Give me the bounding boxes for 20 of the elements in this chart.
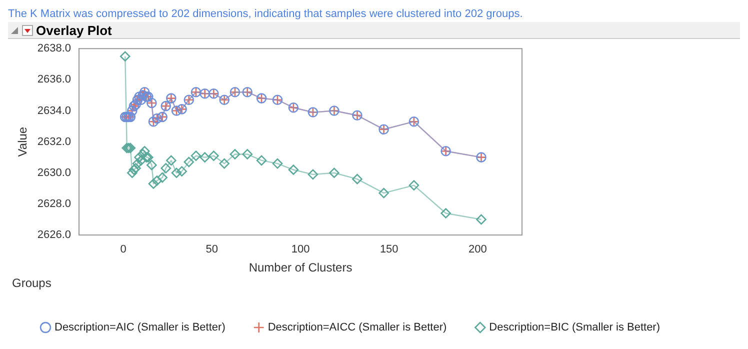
y-tick-label: 2632.0 xyxy=(37,136,72,148)
y-tick-label: 2636.0 xyxy=(37,74,72,86)
x-tick-label: 0 xyxy=(120,244,126,256)
y-axis-title: Value xyxy=(16,126,30,157)
text: The K Matrix was compressed to 202 dimensions, indicating that samples were clustered into 202 groups. xyxy=(8,8,524,21)
y-tick-label: 2628.0 xyxy=(37,198,72,210)
x-axis-title: Number of Clusters xyxy=(248,260,352,275)
chart-title: Overlay Plot xyxy=(36,22,112,38)
legend-label: Description=AICC (Smaller is Better) xyxy=(268,322,447,334)
x-tick-label: 150 xyxy=(380,244,398,256)
legend-label: Description=BIC (Smaller is Better) xyxy=(489,322,660,334)
legend-label: Description=AIC (Smaller is Better) xyxy=(54,322,226,334)
legend-title: Groups xyxy=(12,276,52,290)
y-tick-label: 2626.0 xyxy=(37,229,72,242)
x-tick-label: 50 xyxy=(206,244,218,256)
y-tick-label: 2634.0 xyxy=(37,104,72,117)
x-tick-label: 100 xyxy=(291,244,310,256)
x-tick-label: 200 xyxy=(468,244,487,256)
y-tick-label: 2638.0 xyxy=(37,42,72,55)
y-tick-label: 2630.0 xyxy=(37,166,72,179)
